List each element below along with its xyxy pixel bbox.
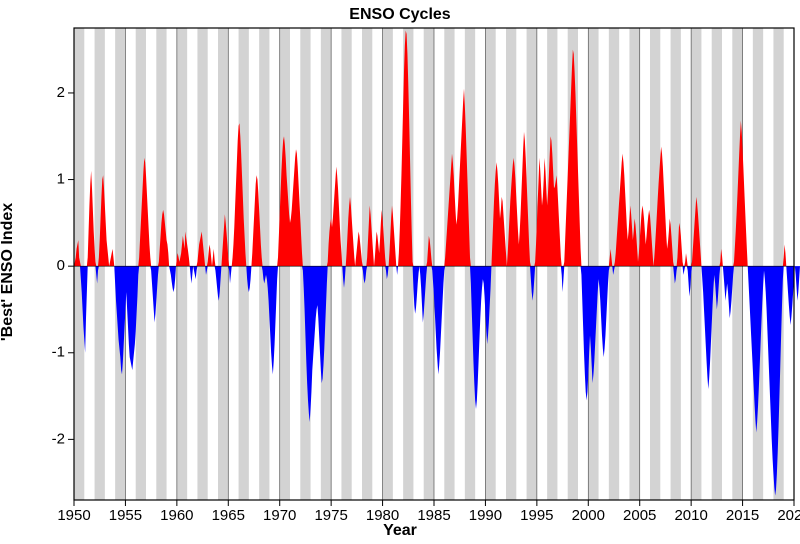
chart-svg: -2-1012195019551960196519701975198019851… bbox=[0, 0, 800, 544]
svg-text:-2: -2 bbox=[52, 430, 65, 447]
svg-text:0: 0 bbox=[57, 257, 65, 274]
svg-text:2: 2 bbox=[57, 84, 65, 101]
svg-text:1: 1 bbox=[57, 171, 65, 188]
y-axis-label: 'Best' ENSO Index bbox=[0, 203, 17, 341]
chart-container: ENSO Cycles 'Best' ENSO Index Year -2 -1 0… bbox=[0, 0, 800, 544]
x-axis-label: Year bbox=[0, 522, 800, 540]
chart-title: ENSO Cycles bbox=[0, 6, 800, 24]
svg-text:-1: -1 bbox=[52, 344, 65, 361]
